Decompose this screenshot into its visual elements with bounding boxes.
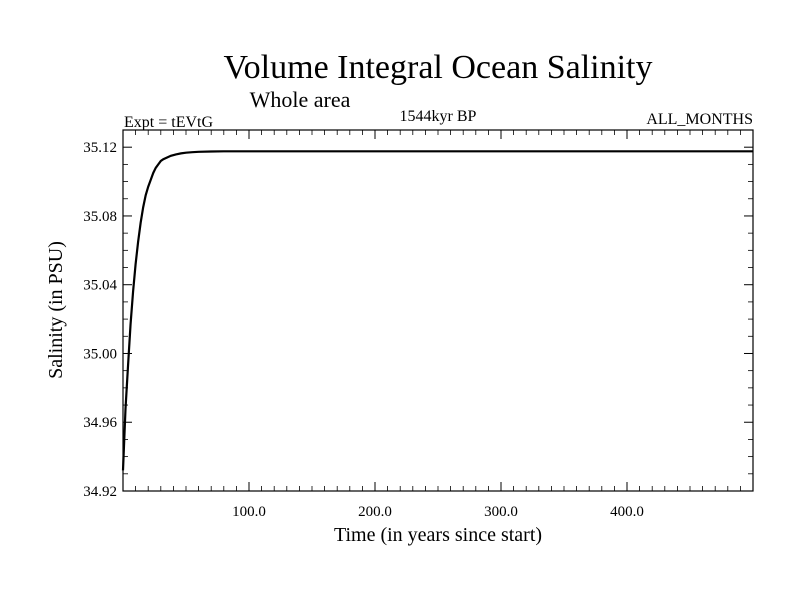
chart-subtitle: Whole area <box>250 87 351 112</box>
y-axis-label: Salinity (in PSU) <box>45 241 67 379</box>
y-tick-label: 35.04 <box>83 278 117 294</box>
x-tick-label: 200.0 <box>358 504 392 520</box>
x-tick-label: 300.0 <box>484 504 518 520</box>
x-axis-ticks <box>135 130 741 491</box>
y-axis-tick-labels: 34.92 34.96 35.00 35.04 35.08 35.12 <box>83 140 117 500</box>
y-tick-label: 35.00 <box>83 346 117 362</box>
y-tick-label: 35.08 <box>83 209 117 225</box>
period-label: 1544kyr BP <box>400 108 477 125</box>
experiment-label: Expt = tEVtG <box>124 114 213 131</box>
months-label: ALL_MONTHS <box>646 111 753 128</box>
salinity-series-line <box>121 150 753 471</box>
x-tick-label: 100.0 <box>232 504 266 520</box>
chart-title: Volume Integral Ocean Salinity <box>224 49 653 86</box>
x-axis-tick-labels: 100.0 200.0 300.0 400.0 <box>232 504 644 520</box>
plot-frame <box>122 129 754 492</box>
y-tick-label: 34.92 <box>83 484 117 500</box>
x-axis-label: Time (in years since start) <box>334 524 542 546</box>
y-tick-label: 35.12 <box>83 140 117 156</box>
x-tick-label: 400.0 <box>610 504 644 520</box>
y-axis-ticks <box>123 146 753 492</box>
y-tick-label: 34.96 <box>83 415 117 431</box>
